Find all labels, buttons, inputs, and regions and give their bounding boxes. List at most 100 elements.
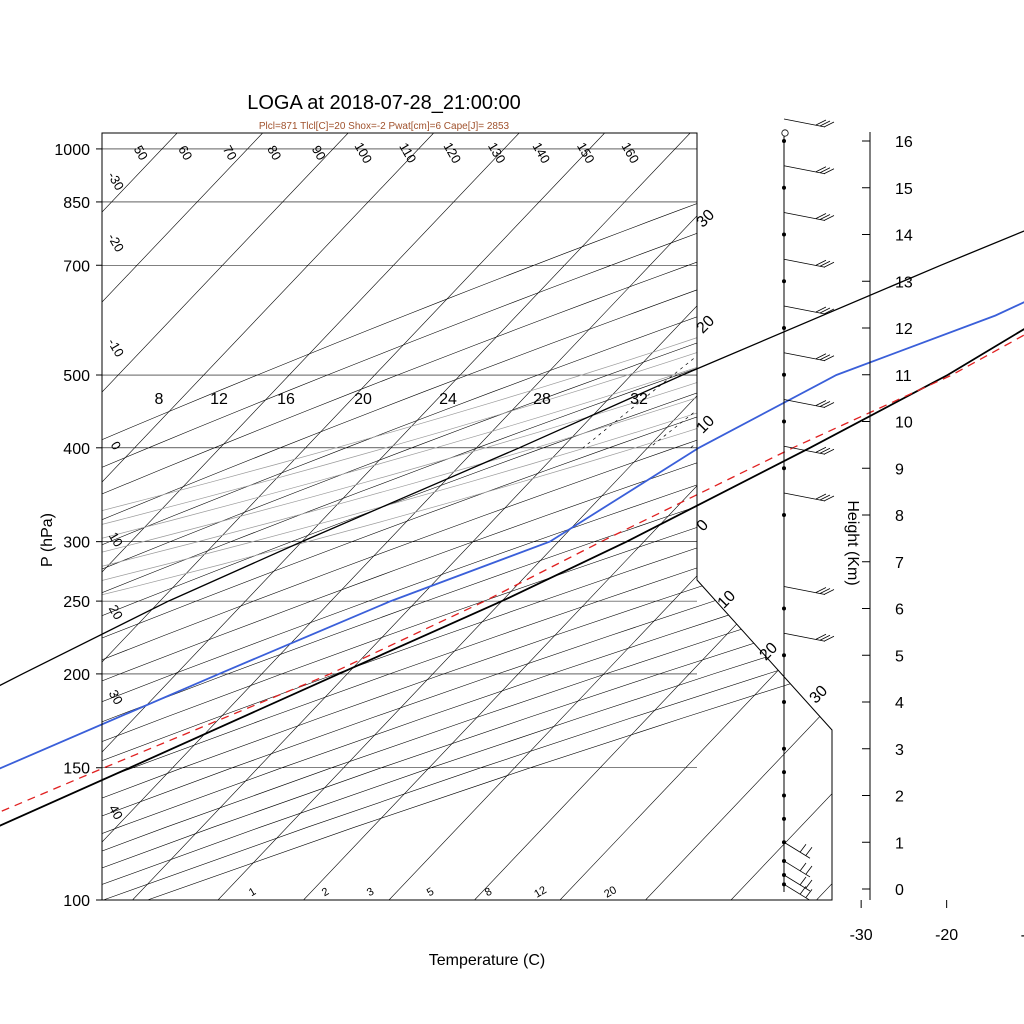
height-tick-label: 6 [895,602,904,619]
p-tick-label: 700 [63,258,90,275]
wind-dot [782,606,786,611]
mixing-ratio-line [906,149,1024,448]
height-tick-label: 9 [895,461,904,478]
wind-dot [782,139,786,143]
mixing-ratio-line [690,148,832,449]
moist-adiabat-label: 16 [277,391,295,408]
dry-adiabat [102,133,832,900]
isotherm [474,133,832,900]
wind-barb [783,118,835,128]
dry-adiabat [147,133,832,900]
mixing-ratio-label: 5 [425,886,436,899]
x-tick-label: -10 [1021,927,1024,944]
wind-dot [782,185,786,190]
isotherm [102,133,434,900]
height-tick-label: 11 [895,368,912,385]
isotherm-label-right: 0 [694,517,712,535]
dry-adiabat [102,133,832,900]
dry-adiabat [102,133,832,900]
isotherm [902,133,1024,900]
height-tick-label: 14 [895,228,913,245]
wind-barb [783,492,835,502]
isotherm-label-right: 30 [807,682,832,707]
wind-barb [783,212,835,221]
grid-labels: 50 60 70 80 90 100 110 120 130 140 150 160403020100… [105,140,831,901]
plot-frame [101,132,833,901]
p-tick-label: 100 [63,893,90,910]
environment-reference-trace [0,230,1024,687]
wind-barb [783,883,813,901]
dry-adiabat-label: 80 [264,143,284,163]
p-tick-label: 300 [63,535,90,552]
dry-adiabat [102,133,832,900]
p-tick-label: 200 [63,667,90,684]
dry-adiabat-label: 160 [618,140,642,166]
moist-adiabat [102,148,832,615]
mixing-ratio-label: 8 [483,886,494,899]
wind-dot [782,419,786,424]
isotherm [559,133,832,900]
moist-adiabat [102,148,832,615]
wind-dot [782,372,786,377]
isotherm [132,133,832,900]
mixing-ratio-line [649,148,832,449]
mixing-ratio-label: 1 [247,886,258,899]
wind-dot [782,232,786,237]
dry-adiabat [102,133,832,900]
mixing-ratio-line [844,149,1024,448]
height-tick-label: 15 [895,181,913,198]
calm-circle [781,129,789,137]
x-tick-label: -20 [935,927,958,944]
height-tick-label: 7 [895,555,904,572]
wind-barb [783,165,835,175]
height-tick-label: 0 [895,882,904,899]
mixing-ratio-label: 20 [602,884,619,901]
dry-adiabat-label: 70 [220,143,240,163]
dry-adiabat-label: 90 [309,143,329,163]
height-tick-label: 12 [895,321,913,338]
moist-adiabat-label: 20 [354,391,372,408]
dewpoint-trace [0,301,1024,770]
mixing-ratio-label: 2 [320,886,331,899]
isotherm [102,133,178,900]
isotherm-label: -20 [105,231,127,255]
dry-adiabat-label: 140 [529,140,553,166]
dry-adiabat [102,133,832,900]
wind-barb [783,305,835,315]
height-tick-label: 16 [895,134,913,151]
dry-adiabat [102,133,832,900]
sounding-traces [0,230,1024,827]
x-tick-label: -30 [850,927,873,944]
p-tick-label: 400 [63,441,90,458]
mixing-ratio-label: 3 [365,886,376,899]
p-tick-label: 500 [63,368,90,385]
dry-adiabat [102,133,832,900]
isotherm [102,133,520,900]
p-tick-label: 250 [63,594,90,611]
p-tick-label: 150 [63,761,90,778]
wind-barb [783,841,813,859]
p-tick-label: 1000 [54,142,90,159]
wind-barb [783,632,835,642]
height-tick-label: 4 [895,695,904,712]
dry-adiabat-label: 50 [131,143,151,163]
dry-adiabat-label: 130 [485,140,509,166]
wind-barb [783,874,813,892]
dry-adiabat [102,133,832,900]
moist-adiabat-label: 12 [210,391,228,408]
wind-dot [782,816,786,821]
height-tick-label: 1 [895,835,904,852]
wind-barb [783,258,835,268]
wind-barb [783,586,835,595]
moist-adiabat-label: 28 [533,391,551,408]
wind-barb [783,399,835,408]
dry-adiabat [102,133,832,900]
isotherm [730,133,832,900]
dry-adiabat [102,133,832,900]
isotherm-label: 10 [106,529,126,549]
isotherm-label: 30 [106,687,126,707]
temperature-trace [0,328,1024,827]
height-tick-label: 5 [895,648,904,665]
height-tick-label: 13 [895,274,913,291]
